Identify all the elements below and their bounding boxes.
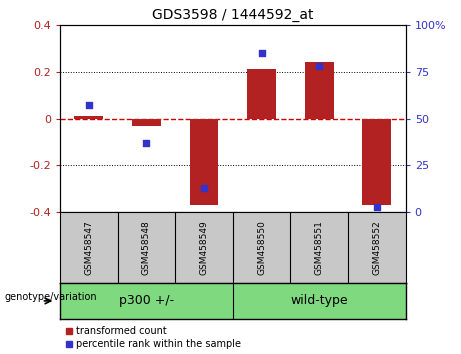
Bar bbox=[247, 69, 276, 119]
Bar bbox=[362, 119, 391, 205]
Text: GSM458548: GSM458548 bbox=[142, 221, 151, 275]
Bar bbox=[305, 62, 334, 119]
Point bbox=[200, 185, 207, 191]
Text: GSM458551: GSM458551 bbox=[315, 220, 324, 275]
Point bbox=[373, 204, 381, 210]
Bar bbox=[132, 119, 161, 126]
Text: genotype/variation: genotype/variation bbox=[5, 292, 97, 302]
Point bbox=[142, 140, 150, 146]
Bar bbox=[189, 119, 219, 205]
Text: p300 +/-: p300 +/- bbox=[119, 295, 174, 307]
Text: GSM458547: GSM458547 bbox=[84, 221, 93, 275]
Point bbox=[258, 50, 266, 56]
Text: wild-type: wild-type bbox=[290, 295, 348, 307]
Title: GDS3598 / 1444592_at: GDS3598 / 1444592_at bbox=[152, 8, 313, 22]
Point bbox=[315, 63, 323, 69]
Text: GSM458549: GSM458549 bbox=[200, 221, 208, 275]
Legend: transformed count, percentile rank within the sample: transformed count, percentile rank withi… bbox=[65, 326, 242, 349]
Text: GSM458552: GSM458552 bbox=[372, 221, 381, 275]
Text: GSM458550: GSM458550 bbox=[257, 220, 266, 275]
Bar bbox=[74, 116, 103, 119]
Point bbox=[85, 103, 92, 108]
